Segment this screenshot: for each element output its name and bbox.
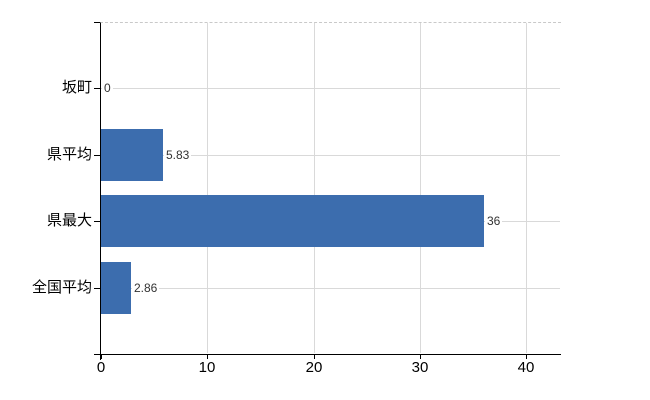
bar [101, 262, 131, 314]
y-tick [94, 221, 101, 222]
value-label: 5.83 [164, 148, 192, 162]
y-axis-top-tick [94, 22, 100, 23]
bar [101, 195, 484, 247]
x-gridline [526, 23, 527, 353]
x-tick-label: 10 [198, 359, 216, 376]
plot-area [100, 22, 561, 355]
y-gridline [101, 288, 560, 289]
category-label: 県平均 [46, 146, 92, 163]
x-gridline [420, 23, 421, 353]
category-label: 全国平均 [31, 279, 92, 296]
value-label: 0 [102, 81, 113, 95]
x-gridline [207, 23, 208, 353]
x-tick [526, 354, 527, 359]
x-tick [314, 354, 315, 359]
x-tick-label: 20 [305, 359, 323, 376]
y-tick [94, 288, 101, 289]
x-tick-label: 40 [517, 359, 535, 376]
y-axis-bottom-tick [100, 355, 101, 360]
category-label: 坂町 [61, 79, 92, 96]
y-tick [94, 88, 101, 89]
y-tick [94, 155, 101, 156]
x-tick [420, 354, 421, 359]
x-tick-label: 30 [411, 359, 429, 376]
x-tick [207, 354, 208, 359]
value-label: 2.86 [132, 281, 160, 295]
bar [101, 129, 163, 181]
x-tick [101, 354, 102, 359]
y-gridline [101, 155, 560, 156]
x-tick-label: 0 [96, 359, 106, 376]
y-gridline [101, 88, 560, 89]
value-label: 36 [485, 214, 503, 228]
category-label: 県最大 [46, 212, 92, 229]
x-gridline [314, 23, 315, 353]
x-axis-left-extension [94, 354, 100, 355]
